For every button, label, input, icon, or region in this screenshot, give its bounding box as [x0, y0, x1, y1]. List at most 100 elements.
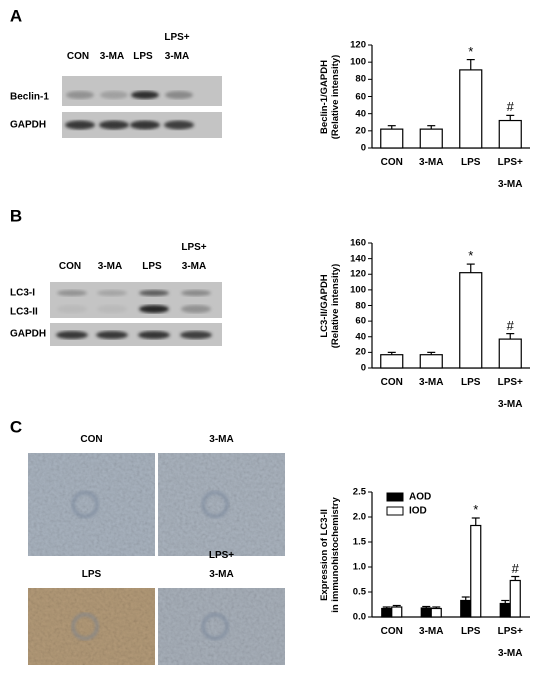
bar	[498, 338, 522, 369]
panel-label: B	[9, 206, 23, 226]
legend-label: AOD	[409, 491, 432, 503]
annotation: *	[468, 43, 474, 59]
blot-band	[57, 290, 87, 296]
y-tick-label: 100	[350, 56, 366, 68]
bar	[499, 602, 511, 618]
x-tick-label: LPS+ 3-MA	[497, 157, 523, 190]
bar	[509, 579, 521, 618]
annotation: #	[506, 317, 514, 333]
x-tick-label: LPS	[461, 377, 481, 388]
bar	[380, 128, 404, 149]
blot-band	[138, 331, 170, 339]
y-tick-label: 140	[350, 253, 366, 265]
lane-label: 3-MA	[99, 51, 125, 62]
bar	[430, 607, 442, 618]
blot-band	[65, 120, 95, 130]
bar	[498, 119, 522, 149]
bar	[420, 607, 432, 618]
glomerulus	[71, 491, 99, 518]
micrograph-label: LPS+ 3-MA	[208, 550, 235, 580]
y-tick-label: 0.0	[352, 611, 366, 623]
row-label: Beclin-1	[10, 91, 49, 103]
x-tick-label: CON	[380, 377, 403, 388]
lane-label: CON	[66, 51, 90, 62]
panel-label: A	[9, 6, 23, 26]
bar	[459, 272, 483, 369]
y-tick-label: 40	[355, 108, 366, 120]
micrograph-label: LPS	[81, 569, 102, 580]
blot-band	[180, 331, 212, 339]
blot-band	[139, 290, 169, 296]
row-label: LC3-I	[10, 287, 35, 299]
row-label: GAPDH	[10, 328, 47, 340]
legend-label: IOD	[409, 505, 427, 517]
lane-label: CON	[58, 261, 82, 272]
bar	[419, 128, 443, 149]
bar	[460, 599, 472, 618]
blot-membrane	[50, 323, 222, 346]
y-axis-label: Beclin-1/GAPDH (Relative intensity)	[319, 54, 341, 139]
legend-swatch	[386, 492, 404, 502]
x-tick-label: LPS	[461, 626, 481, 637]
lane-label: LPS+ 3-MA	[181, 242, 207, 272]
y-tick-label: 0	[360, 142, 366, 154]
x-tick-label: LPS+ 3-MA	[497, 626, 523, 659]
lane-label: 3-MA	[97, 261, 123, 272]
blot-band	[131, 91, 159, 99]
blot-band	[130, 120, 160, 130]
blot-band	[164, 120, 194, 130]
y-tick-label: 1.5	[352, 536, 366, 548]
y-tick-label: 0	[360, 362, 366, 374]
micrograph-label: CON	[80, 434, 103, 445]
glomerulus	[201, 613, 229, 640]
legend-swatch	[386, 506, 404, 516]
blot-band	[57, 305, 87, 313]
row-label: GAPDH	[10, 119, 47, 131]
micrograph-label: 3-MA	[209, 434, 234, 445]
lane-label: LPS+ 3-MA	[164, 32, 190, 62]
blot-band	[139, 305, 169, 313]
x-tick-label: CON	[380, 157, 403, 168]
y-tick-label: 80	[355, 300, 366, 311]
micrograph	[28, 588, 155, 665]
blot-band	[100, 91, 128, 99]
x-tick-label: 3-MA	[419, 377, 444, 388]
bar	[419, 354, 443, 369]
panel-label: C	[9, 417, 23, 437]
blot-band	[181, 305, 211, 313]
y-tick-label: 20	[355, 125, 366, 137]
x-tick-label: 3-MA	[419, 157, 444, 168]
y-tick-label: 160	[350, 237, 366, 249]
y-tick-label: 100	[350, 284, 366, 296]
y-tick-label: 20	[355, 346, 366, 358]
blot-band	[56, 331, 88, 339]
y-tick-label: 0.5	[352, 586, 366, 598]
annotation: *	[473, 502, 479, 517]
blot-membrane	[62, 76, 222, 106]
bar	[381, 607, 393, 618]
blot-band	[99, 120, 129, 130]
y-tick-label: 60	[355, 315, 366, 327]
y-tick-label: 120	[350, 39, 366, 51]
blot-band	[181, 290, 211, 296]
y-tick-label: 40	[355, 331, 366, 343]
glomerulus	[201, 491, 229, 518]
glomerulus	[71, 613, 99, 640]
blot-band	[66, 91, 94, 99]
bar	[470, 524, 482, 618]
blot-band	[96, 331, 128, 339]
y-tick-label: 60	[355, 91, 366, 102]
row-label: LC3-II	[10, 306, 38, 318]
micrograph	[158, 453, 285, 556]
annotation: #	[511, 560, 519, 576]
annotation: *	[468, 248, 474, 264]
bar	[459, 69, 483, 149]
blot-band	[97, 290, 127, 296]
micrograph	[158, 588, 285, 665]
bar	[380, 354, 404, 369]
y-tick-label: 2.5	[352, 486, 366, 498]
y-tick-label: 2.0	[352, 511, 366, 523]
lane-label: LPS	[133, 51, 153, 62]
